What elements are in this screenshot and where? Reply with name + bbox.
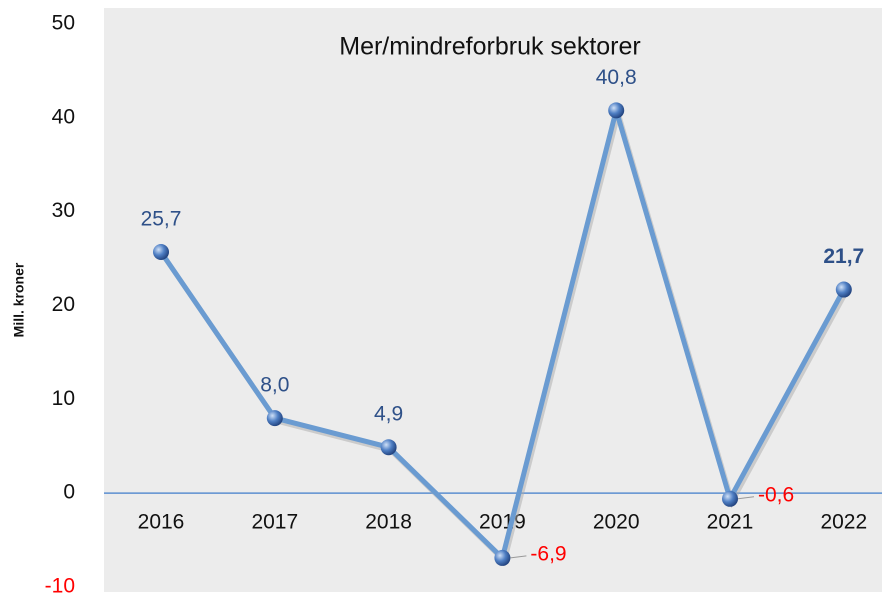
data-label: 21,7 bbox=[823, 245, 864, 268]
y-tick-label: 10 bbox=[52, 387, 75, 410]
point bbox=[153, 244, 169, 261]
chart-title: Mer/mindreforbruk sektorer bbox=[339, 33, 640, 61]
x-tick-label: 2017 bbox=[251, 511, 298, 534]
data-label: 25,7 bbox=[141, 208, 182, 231]
y-tick-label: -10 bbox=[45, 575, 75, 598]
data-label: -0,6 bbox=[758, 483, 794, 506]
leader-line bbox=[510, 555, 527, 559]
point bbox=[494, 549, 511, 566]
x-tick-label: 2016 bbox=[138, 511, 185, 534]
x-tick-label: 2022 bbox=[820, 511, 867, 534]
leader-line bbox=[737, 496, 755, 500]
data-label: 8,0 bbox=[260, 374, 289, 397]
data-label: 4,9 bbox=[374, 403, 403, 426]
y-tick-label: 20 bbox=[52, 293, 75, 316]
plot-area bbox=[104, 8, 882, 592]
x-tick-label: 2018 bbox=[365, 511, 412, 534]
y-tick-label: 40 bbox=[52, 105, 75, 128]
point bbox=[608, 102, 625, 119]
point bbox=[722, 490, 738, 507]
point bbox=[380, 439, 397, 456]
data-label: 40,8 bbox=[596, 66, 637, 89]
data-label: -6,9 bbox=[530, 542, 566, 565]
point bbox=[266, 410, 283, 427]
x-tick-label: 2021 bbox=[707, 511, 754, 534]
y-tick-label: 30 bbox=[52, 199, 75, 222]
x-tick-label: 2020 bbox=[593, 511, 640, 534]
point bbox=[835, 281, 852, 298]
y-tick-label: 0 bbox=[63, 481, 75, 504]
y-axis-label: Mill. kroner bbox=[11, 262, 27, 337]
y-tick-label: 50 bbox=[52, 12, 75, 35]
